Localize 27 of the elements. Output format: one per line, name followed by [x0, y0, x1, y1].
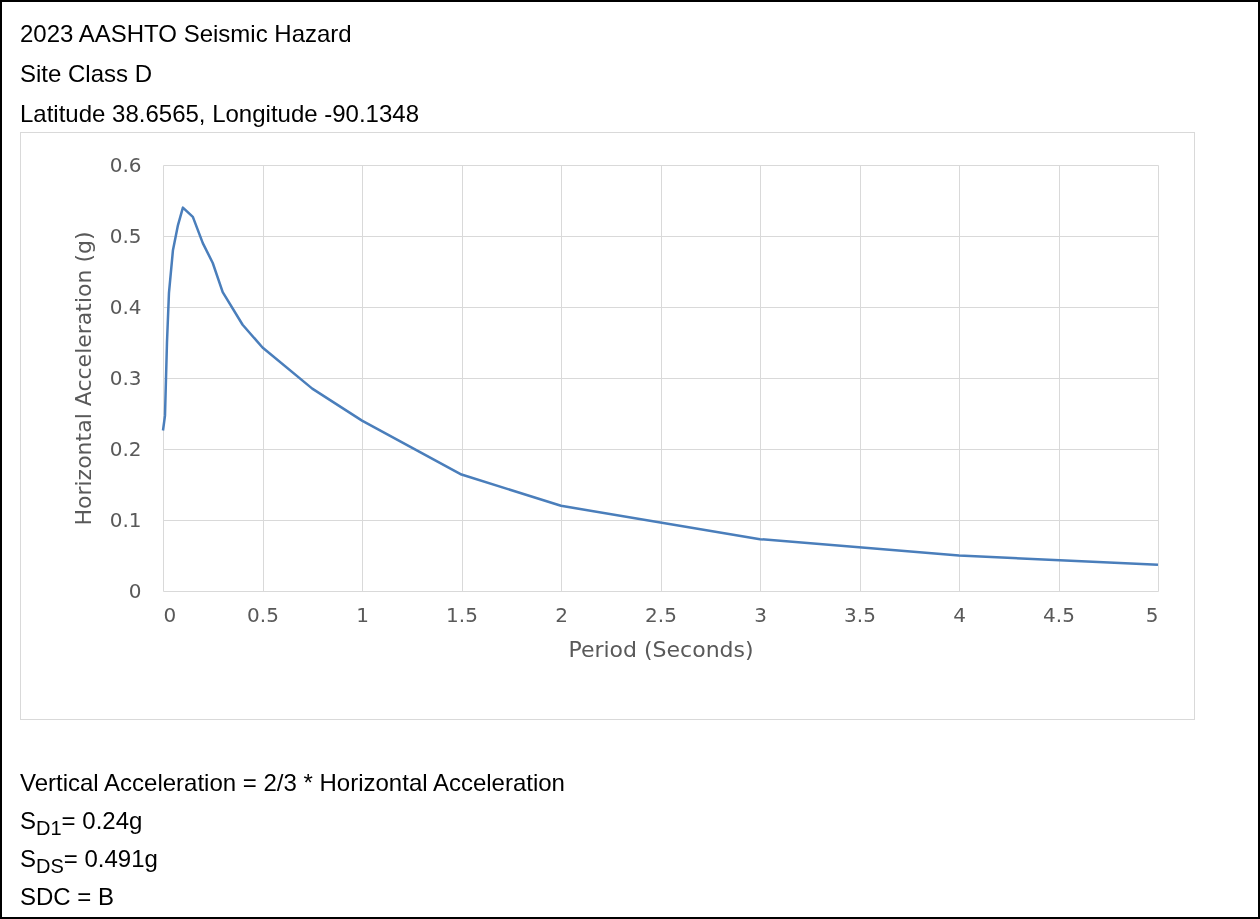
x-tick-label: 4.5: [1043, 602, 1075, 627]
x-tick-label: 1.5: [446, 602, 478, 627]
x-tick-label: 3.5: [844, 602, 876, 627]
x-tick-label: 0: [163, 602, 177, 627]
x-tick-label: 0.5: [247, 602, 279, 627]
x-tick-label: 5: [1145, 602, 1159, 627]
x-tick-label: 2.5: [645, 602, 677, 627]
text: SDC = B: [20, 882, 116, 912]
y-tick-label: 0.2: [109, 436, 142, 461]
x-tick-label: 3: [754, 602, 767, 627]
x-axis-title: Period (Seconds): [568, 636, 754, 662]
y-tick-label: 0.6: [109, 152, 142, 177]
y-axis-title: Horizontal Acceleration (g): [70, 231, 96, 526]
y-tick-label: 0.1: [109, 507, 142, 532]
x-tick-label: 4: [953, 602, 966, 627]
chart-subtitle: Site Class D Latitude 38.6565, Longitude -90.1348: [20, 60, 420, 128]
chart-title: 2023 AASHTO Seismic Hazard: [20, 20, 352, 48]
y-tick-label: 0.3: [109, 365, 142, 390]
x-tick-label: 2: [555, 602, 568, 627]
y-tick-label: 0: [128, 578, 142, 603]
line-series: [161, 206, 1160, 566]
y-tick-label: 0.4: [109, 294, 142, 319]
text: S$_{DS}$= 0.491g: [20, 844, 159, 878]
x-tick-label: 1: [356, 602, 369, 627]
y-tick-label: 0.5: [109, 223, 142, 248]
text: S$_{D1}$= 0.24g: [20, 806, 144, 840]
text: Vertical Acceleration = 2/3 * Horizontal Acceleration: [20, 768, 565, 798]
